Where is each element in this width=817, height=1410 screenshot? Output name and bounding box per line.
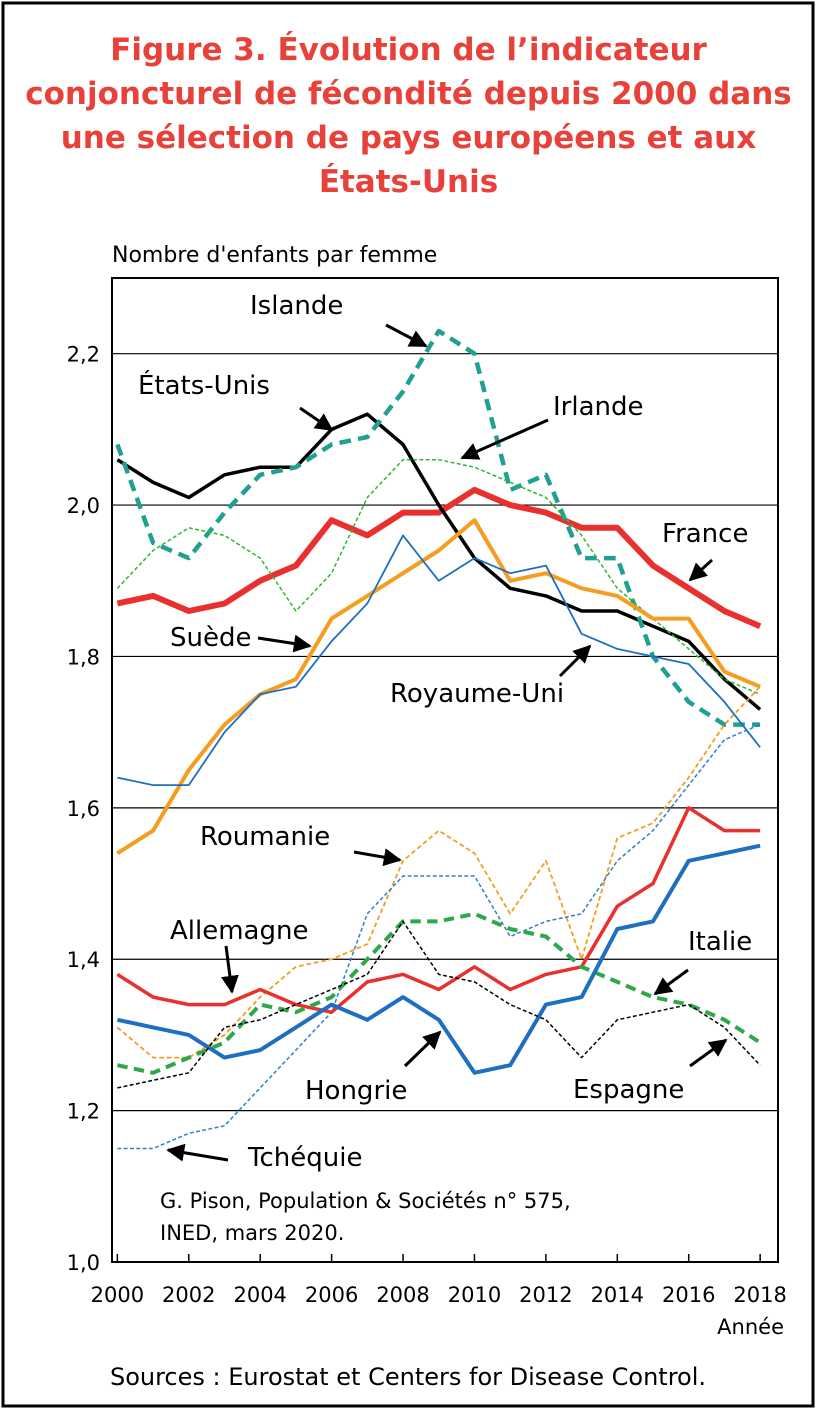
series-line bbox=[116, 806, 761, 1014]
series-label: Espagne bbox=[573, 1075, 684, 1105]
x-tick-label: 2014 bbox=[591, 1283, 644, 1307]
label-arrow bbox=[403, 1030, 442, 1068]
plot-frame bbox=[111, 277, 779, 1263]
x-axis-label: Année bbox=[717, 1315, 784, 1339]
label-arrow bbox=[653, 968, 689, 996]
y-tick-label: 2,0 bbox=[67, 494, 100, 518]
label-arrow bbox=[353, 848, 402, 867]
series-label: Italie bbox=[688, 927, 752, 957]
series-label: Roumanie bbox=[200, 822, 330, 852]
y-tick-label: 1,8 bbox=[67, 645, 100, 669]
label-arrow bbox=[166, 1143, 229, 1162]
series-line bbox=[116, 843, 761, 1075]
label-arrow bbox=[299, 406, 334, 432]
series-line bbox=[117, 534, 761, 786]
note: G. Pison, Population & Sociétés n° 575, bbox=[160, 1189, 571, 1213]
label-arrow bbox=[689, 1038, 728, 1068]
label-arrow bbox=[558, 644, 592, 678]
series-line bbox=[116, 686, 761, 1059]
note: INED, mars 2020. bbox=[160, 1221, 344, 1245]
x-tick-label: 2000 bbox=[91, 1283, 144, 1307]
x-tick-label: 2010 bbox=[448, 1283, 501, 1307]
label-arrow bbox=[257, 634, 312, 653]
series-label: États-Unis bbox=[138, 369, 270, 401]
y-tick-label: 1,4 bbox=[67, 948, 100, 972]
series-label: Royaume-Uni bbox=[390, 679, 564, 709]
series-label: Tchéquie bbox=[247, 1143, 362, 1173]
series-line bbox=[116, 486, 762, 629]
x-tick-label: 2006 bbox=[305, 1283, 358, 1307]
series-label: Suède bbox=[170, 623, 251, 653]
y-tick-label: 1,0 bbox=[67, 1251, 100, 1275]
label-arrow bbox=[220, 945, 239, 994]
label-arrow bbox=[688, 558, 714, 582]
y-tick-label: 1,2 bbox=[67, 1100, 100, 1124]
series-label: Allemagne bbox=[170, 916, 308, 946]
series-line bbox=[116, 518, 761, 855]
label-arrow bbox=[385, 323, 428, 348]
x-tick-label: 2008 bbox=[376, 1283, 429, 1307]
chart-title: Figure 3. Évolution de l’indicateur conj… bbox=[25, 32, 792, 200]
x-tick-label: 2016 bbox=[662, 1283, 715, 1307]
label-arrow bbox=[460, 418, 549, 460]
y-tick-label: 2,2 bbox=[67, 343, 100, 367]
x-tick-label: 2002 bbox=[162, 1283, 215, 1307]
y-tick-label: 1,6 bbox=[67, 797, 100, 821]
x-tick-label: 2018 bbox=[733, 1283, 786, 1307]
series-label: Islande bbox=[250, 291, 343, 321]
series-line bbox=[117, 723, 761, 1150]
y-axis-label: Nombre d'enfants par femme bbox=[112, 243, 437, 268]
series-line bbox=[117, 920, 761, 1089]
source: Sources : Eurostat et Centers for Diseas… bbox=[110, 1363, 706, 1391]
x-tick-label: 2004 bbox=[233, 1283, 286, 1307]
series-label: France bbox=[662, 519, 748, 549]
series-label: Hongrie bbox=[305, 1076, 407, 1106]
series-label: Irlande bbox=[553, 392, 644, 422]
series-line bbox=[116, 412, 762, 711]
x-tick-label: 2012 bbox=[519, 1283, 572, 1307]
